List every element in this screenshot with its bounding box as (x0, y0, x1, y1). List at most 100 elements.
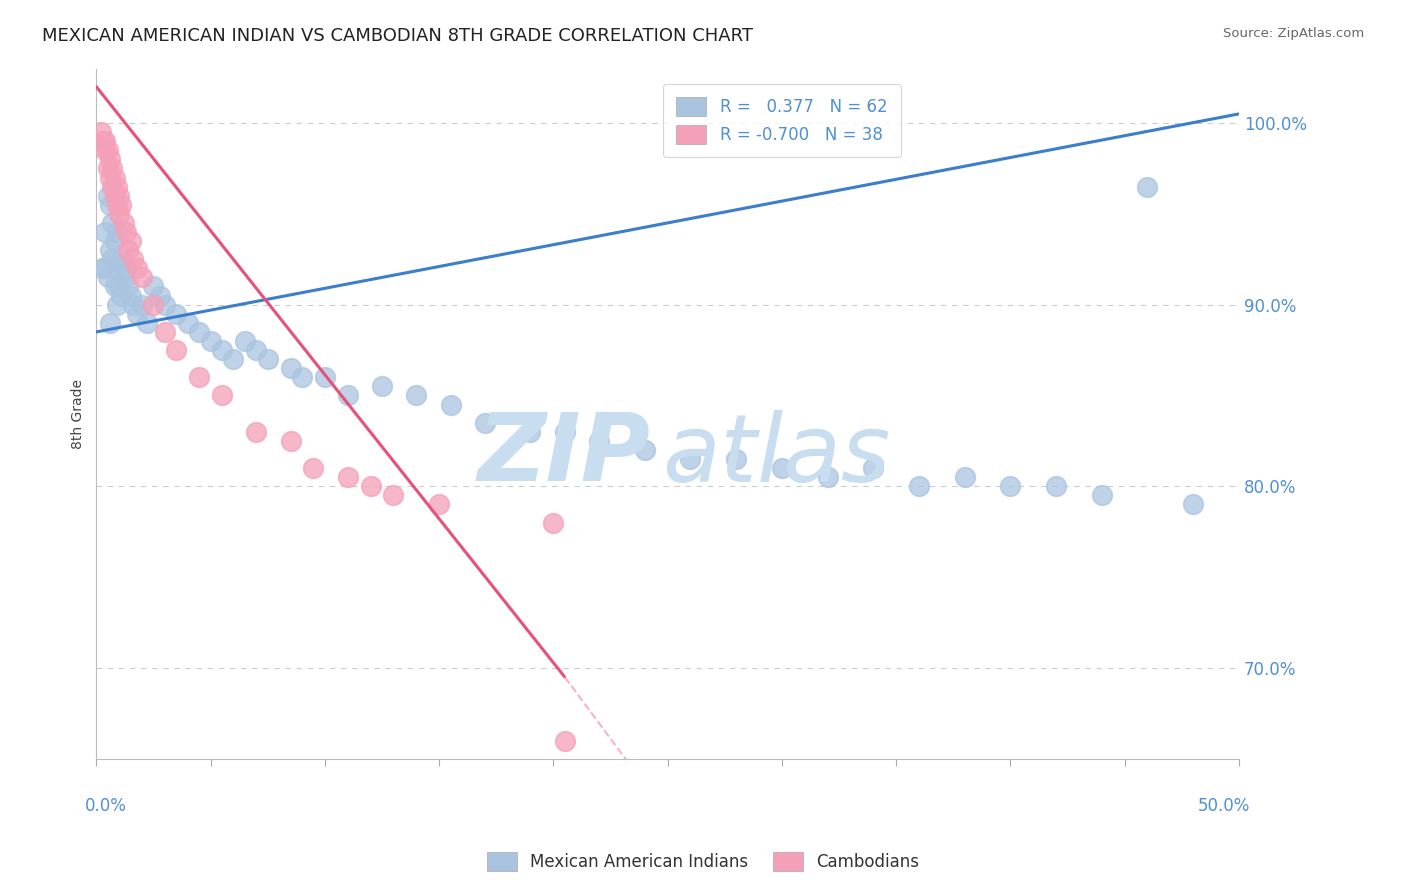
Point (1091, 488, 1114, 502)
Point (908, 479, 931, 493)
Point (105, 298, 128, 312)
Point (104, 279, 127, 293)
Point (115, 225, 138, 239)
Point (1136, 179, 1159, 194)
Point (280, 434, 302, 448)
Text: 0.0%: 0.0% (84, 797, 127, 814)
Point (101, 161, 124, 176)
Point (634, 442, 657, 457)
Point (97, 143, 120, 157)
Point (90, 125, 112, 139)
Point (382, 488, 405, 502)
Point (94, 134, 117, 148)
Point (725, 452, 748, 467)
Point (200, 334, 222, 348)
Y-axis label: 8th Grade: 8th Grade (72, 378, 86, 449)
Point (98, 153, 121, 167)
Point (291, 370, 314, 384)
Point (554, 733, 576, 747)
Point (115, 261, 138, 276)
Point (94, 225, 117, 239)
Point (817, 470, 839, 484)
Point (153, 298, 176, 312)
Point (101, 216, 124, 230)
Point (554, 425, 576, 439)
Point (679, 452, 702, 467)
Point (91, 134, 114, 148)
Point (131, 298, 153, 312)
Point (91, 261, 114, 276)
Text: MEXICAN AMERICAN INDIAN VS CAMBODIAN 8TH GRADE CORRELATION CHART: MEXICAN AMERICAN INDIAN VS CAMBODIAN 8TH… (42, 27, 754, 45)
Point (233, 334, 256, 348)
Point (142, 298, 165, 312)
Legend: Mexican American Indians, Cambodians: Mexican American Indians, Cambodians (478, 843, 928, 880)
Text: ZIP: ZIP (478, 409, 651, 501)
Text: atlas: atlas (662, 409, 890, 500)
Point (105, 198, 128, 212)
Point (222, 352, 245, 367)
Point (122, 298, 145, 312)
Point (131, 270, 153, 285)
Point (314, 370, 336, 384)
Point (98, 243, 121, 257)
Point (105, 225, 128, 239)
Text: 50.0%: 50.0% (1198, 797, 1250, 814)
Point (117, 279, 139, 293)
Point (245, 425, 267, 439)
Point (94, 143, 117, 157)
Point (142, 279, 165, 293)
Legend: R =   0.377   N = 62, R = -0.700   N = 38: R = 0.377 N = 62, R = -0.700 N = 38 (664, 84, 901, 157)
Point (427, 498, 450, 512)
Point (953, 470, 976, 484)
Point (104, 170, 127, 185)
Point (112, 216, 135, 230)
Point (245, 343, 267, 357)
Point (117, 243, 139, 257)
Point (110, 198, 132, 212)
Point (336, 470, 359, 484)
Point (280, 361, 302, 376)
Point (101, 179, 124, 194)
Point (112, 270, 135, 285)
Point (104, 188, 127, 202)
Point (474, 416, 496, 430)
Point (110, 288, 132, 302)
Point (108, 188, 131, 202)
Point (101, 252, 124, 267)
Point (1182, 498, 1205, 512)
Point (97, 270, 120, 285)
Point (770, 461, 793, 475)
Point (153, 325, 176, 339)
Point (543, 516, 565, 530)
Point (165, 307, 187, 321)
Point (371, 379, 394, 393)
Point (127, 261, 149, 276)
Point (165, 343, 187, 357)
Point (105, 261, 128, 276)
Point (97, 161, 120, 176)
Point (302, 461, 325, 475)
Point (862, 461, 884, 475)
Point (122, 252, 145, 267)
Point (177, 316, 200, 330)
Point (97, 188, 120, 202)
Point (104, 234, 127, 248)
Point (120, 234, 142, 248)
Text: Source: ZipAtlas.com: Source: ZipAtlas.com (1223, 27, 1364, 40)
Point (211, 343, 233, 357)
Point (360, 479, 382, 493)
Point (1000, 479, 1022, 493)
Point (108, 207, 131, 221)
Point (105, 179, 128, 194)
Point (1045, 479, 1067, 493)
Point (98, 198, 121, 212)
Point (127, 307, 149, 321)
Point (120, 288, 142, 302)
Point (110, 252, 132, 267)
Point (135, 316, 157, 330)
Point (588, 434, 610, 448)
Point (98, 316, 121, 330)
Point (149, 288, 172, 302)
Point (519, 425, 541, 439)
Point (211, 388, 233, 402)
